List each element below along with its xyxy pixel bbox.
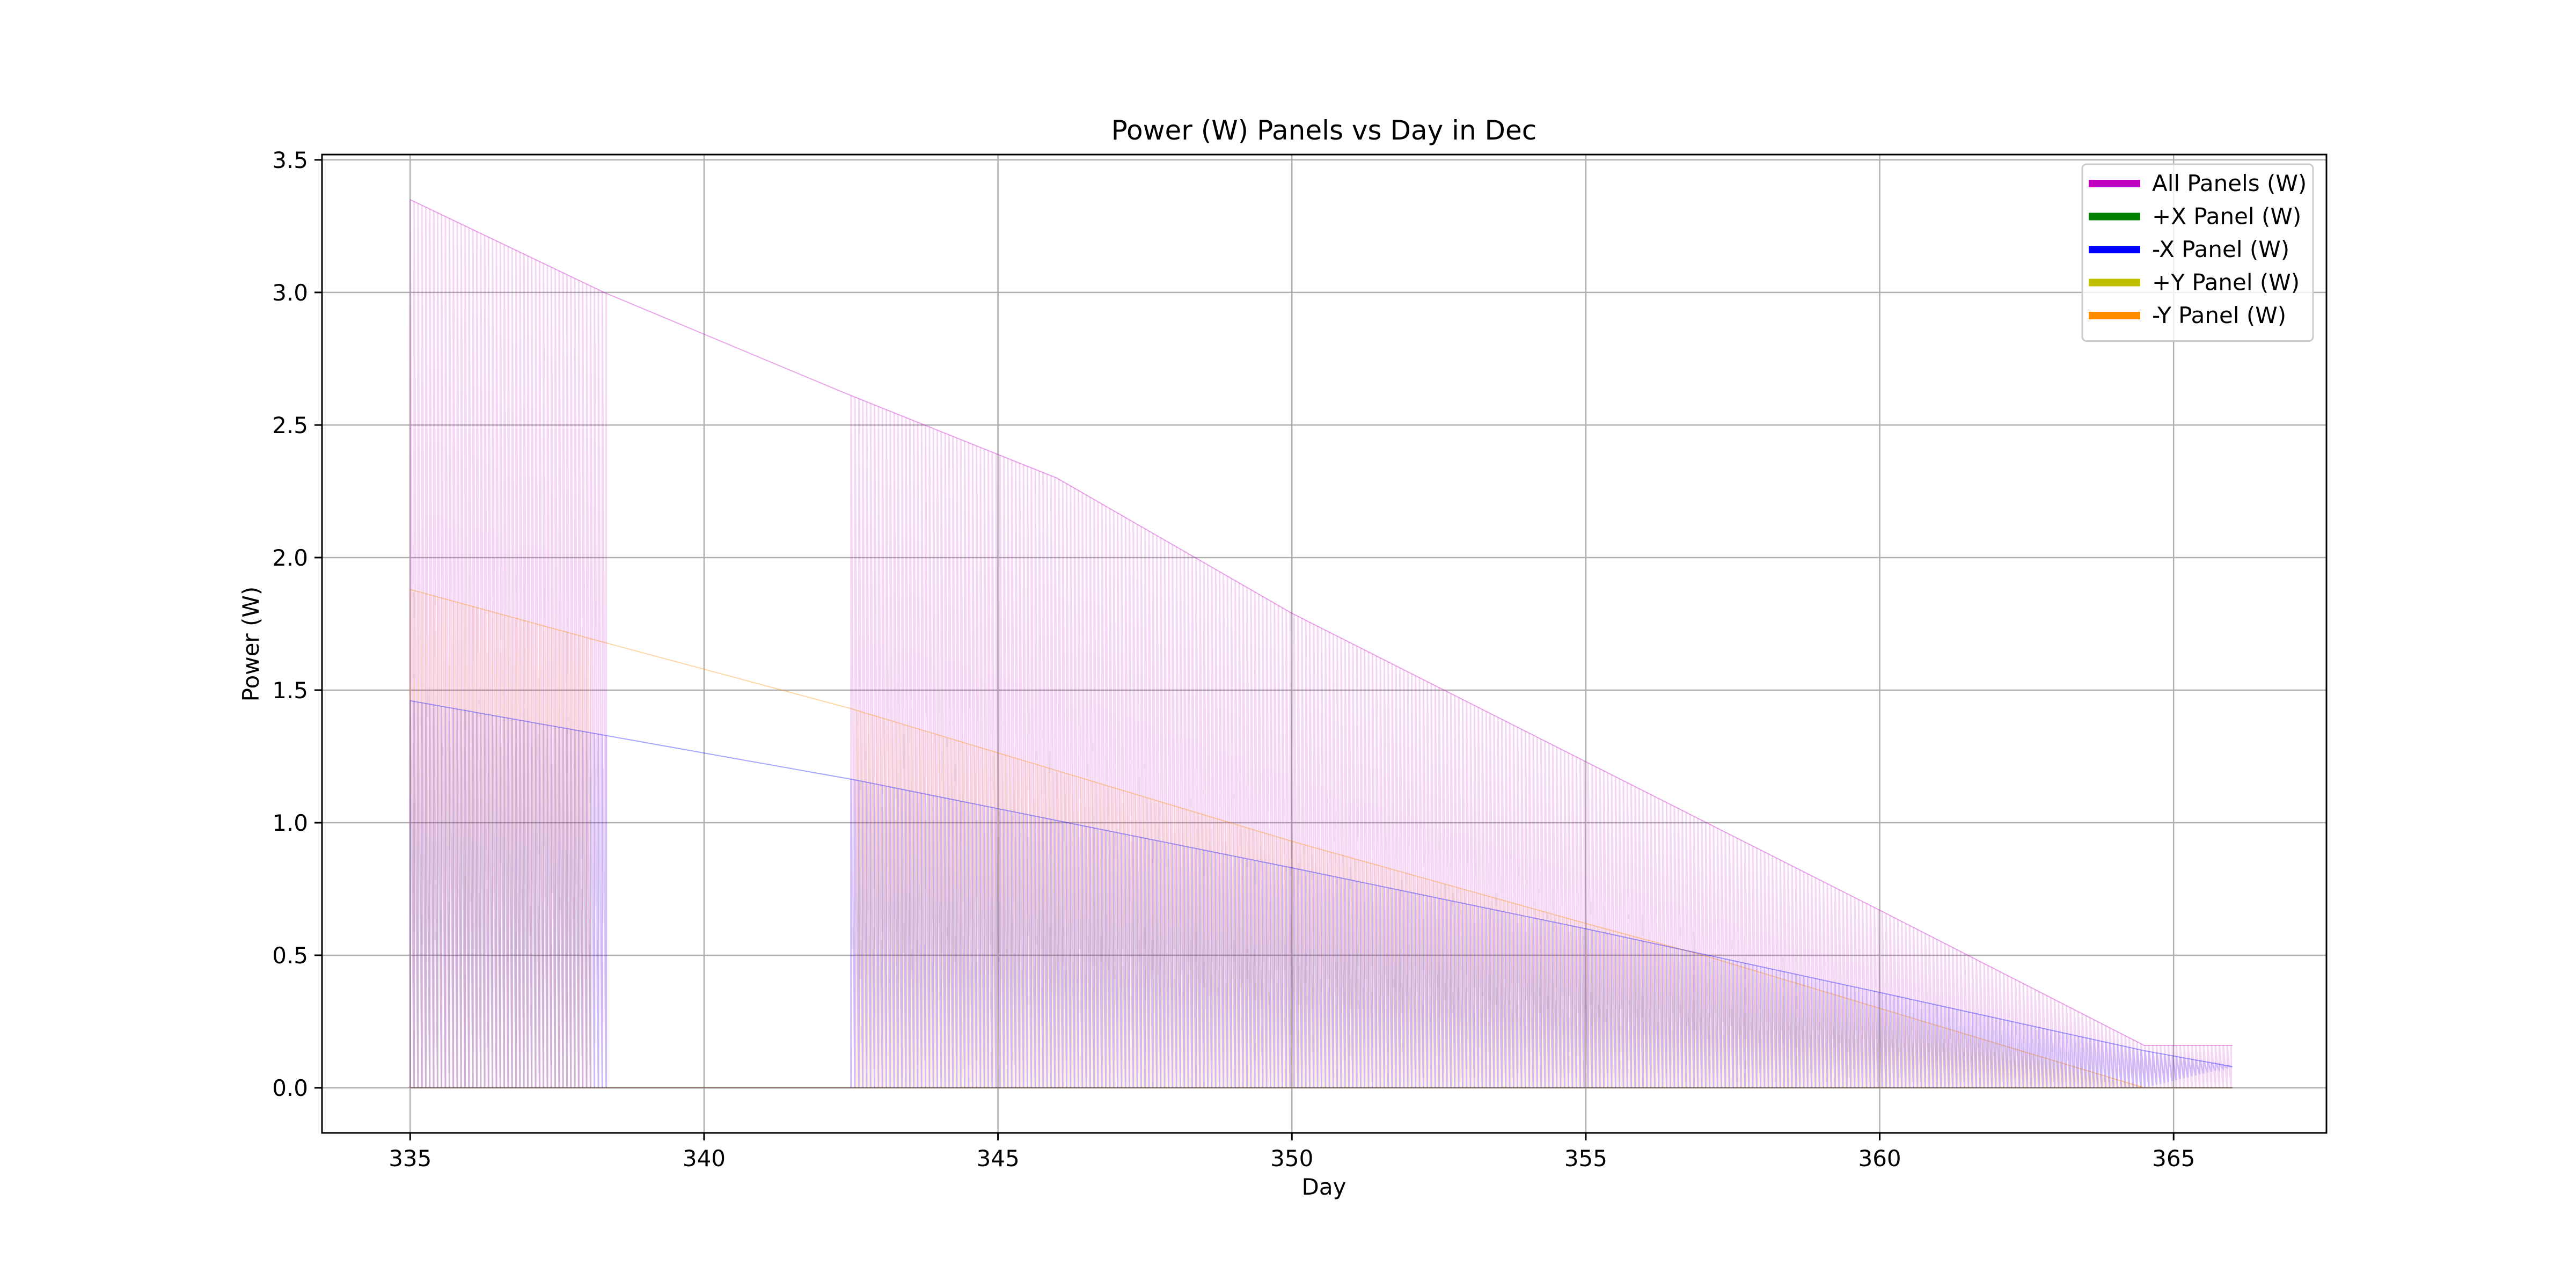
x-tick-label: 350	[1270, 1145, 1313, 1172]
plot-frame	[321, 153, 2328, 1134]
legend-label: -X Panel (W)	[2152, 236, 2289, 262]
legend-label: +X Panel (W)	[2152, 203, 2301, 230]
x-tick-label: 355	[1564, 1145, 1607, 1172]
x-tick-label: 335	[389, 1145, 431, 1172]
y-tick-label: 2.5	[272, 412, 308, 438]
series-2	[409, 700, 2233, 1089]
series-4	[409, 589, 2233, 1091]
series-envelope	[410, 700, 2233, 1067]
x-tick-label: 345	[977, 1145, 1020, 1172]
series-signal	[409, 589, 2144, 1091]
y-tick-label: 0.0	[272, 1075, 308, 1101]
ticks: 335 340 345 350 355 360 365 0.0 0.5 1.0 1.5 2.0 2.5 3…	[272, 147, 2195, 1172]
x-tick-label: 360	[1858, 1145, 1901, 1172]
series-envelope	[409, 199, 2233, 1046]
grid	[322, 155, 2326, 1133]
series-envelope	[410, 589, 2145, 1088]
y-axis-title: Power (W)	[238, 587, 264, 702]
y-tick-label: 1.0	[272, 810, 308, 836]
series-signal	[409, 700, 2232, 1088]
y-tick-label: 3.5	[272, 147, 308, 173]
x-tick-label: 365	[2152, 1145, 2195, 1172]
legend-label: +Y Panel (W)	[2152, 269, 2300, 296]
y-tick-label: 1.5	[272, 677, 308, 704]
x-tick-label: 340	[683, 1145, 726, 1172]
y-tick-label: 3.0	[272, 280, 308, 306]
legend-label: All Panels (W)	[2152, 170, 2307, 196]
legend: All Panels (W) +X Panel (W) -X Panel (W) +Y…	[2081, 163, 2314, 342]
series-0	[409, 199, 2233, 1089]
series-signal	[409, 199, 2232, 1088]
legend-box	[2081, 163, 2314, 342]
series-layer	[409, 199, 2233, 1091]
x-axis-title: Day	[1302, 1174, 1346, 1200]
y-tick-label: 0.5	[272, 942, 308, 969]
chart-title: Power (W) Panels vs Day in Dec	[1111, 115, 1537, 146]
legend-label: -Y Panel (W)	[2152, 302, 2286, 328]
y-tick-label: 2.0	[272, 545, 308, 571]
plot-area	[322, 155, 2326, 1133]
